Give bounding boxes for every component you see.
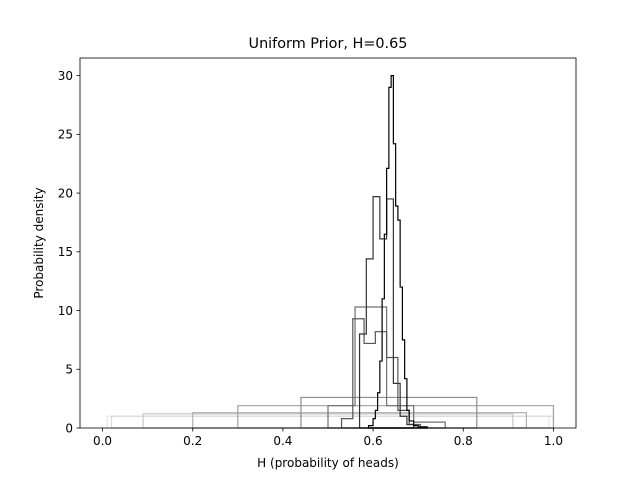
y-axis-title: Probability density [32, 187, 46, 298]
y-tick-label: 15 [58, 245, 73, 259]
y-tick-label: 20 [58, 186, 73, 200]
y-axis-ticks: 0 5 10 15 20 25 30 [58, 69, 80, 435]
histogram-series-7 [327, 306, 446, 429]
x-tick-label: 1.0 [544, 434, 563, 448]
x-tick-label: 0.6 [364, 434, 383, 448]
y-tick-label: 0 [65, 421, 73, 435]
x-tick-label: 0.2 [183, 434, 202, 448]
x-tick-label: 0.8 [454, 434, 473, 448]
x-tick-label: 0.4 [273, 434, 292, 448]
y-tick-label: 25 [58, 128, 73, 142]
y-tick-label: 5 [65, 363, 73, 377]
plot-frame [79, 57, 577, 429]
histogram-series-10 [367, 75, 428, 429]
x-axis-title: H (probability of heads) [257, 456, 399, 470]
y-tick-label: 30 [58, 69, 73, 83]
x-axis-ticks: 0.0 0.2 0.4 0.6 0.8 1.0 [93, 428, 563, 448]
x-tick-label: 0.0 [93, 434, 112, 448]
y-tick-label: 10 [58, 304, 73, 318]
chart-title: Uniform Prior, H=0.65 [249, 36, 408, 52]
